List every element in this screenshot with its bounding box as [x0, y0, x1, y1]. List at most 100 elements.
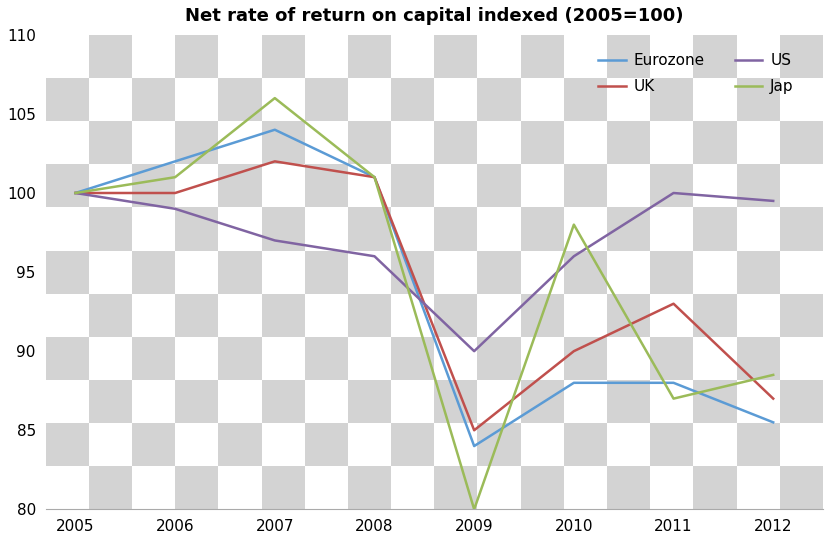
- Bar: [434, 466, 477, 509]
- Bar: [650, 250, 694, 294]
- Bar: [694, 207, 737, 250]
- Bar: [650, 35, 694, 78]
- Bar: [305, 380, 348, 423]
- Bar: [694, 466, 737, 509]
- Bar: [650, 164, 694, 207]
- Bar: [477, 164, 520, 207]
- Bar: [89, 466, 132, 509]
- Bar: [46, 294, 89, 337]
- Bar: [89, 337, 132, 380]
- Bar: [694, 380, 737, 423]
- Bar: [477, 337, 520, 380]
- Bar: [391, 294, 434, 337]
- Bar: [391, 78, 434, 121]
- Bar: [261, 466, 305, 509]
- Bar: [780, 207, 823, 250]
- Bar: [261, 164, 305, 207]
- Bar: [348, 337, 391, 380]
- Bar: [46, 78, 89, 121]
- Bar: [305, 337, 348, 380]
- Bar: [175, 121, 218, 164]
- Bar: [434, 294, 477, 337]
- Bar: [261, 380, 305, 423]
- Bar: [520, 250, 564, 294]
- Bar: [780, 78, 823, 121]
- Bar: [607, 35, 650, 78]
- Bar: [348, 78, 391, 121]
- Bar: [737, 164, 780, 207]
- Bar: [218, 337, 261, 380]
- Bar: [218, 78, 261, 121]
- Bar: [434, 207, 477, 250]
- Bar: [520, 35, 564, 78]
- Bar: [132, 164, 175, 207]
- Bar: [650, 78, 694, 121]
- Bar: [46, 121, 89, 164]
- Bar: [218, 250, 261, 294]
- Bar: [520, 164, 564, 207]
- Bar: [694, 121, 737, 164]
- Bar: [175, 78, 218, 121]
- Bar: [391, 164, 434, 207]
- Bar: [175, 466, 218, 509]
- Bar: [175, 207, 218, 250]
- Bar: [391, 466, 434, 509]
- Bar: [175, 423, 218, 466]
- Bar: [132, 294, 175, 337]
- Bar: [175, 250, 218, 294]
- Bar: [89, 164, 132, 207]
- Bar: [780, 294, 823, 337]
- Bar: [564, 466, 607, 509]
- Bar: [46, 35, 89, 78]
- Bar: [607, 78, 650, 121]
- Bar: [89, 380, 132, 423]
- Bar: [477, 78, 520, 121]
- Bar: [607, 466, 650, 509]
- Bar: [477, 121, 520, 164]
- Bar: [218, 164, 261, 207]
- Bar: [520, 207, 564, 250]
- Bar: [132, 35, 175, 78]
- Bar: [218, 294, 261, 337]
- Bar: [520, 121, 564, 164]
- Bar: [261, 35, 305, 78]
- Bar: [477, 466, 520, 509]
- Bar: [607, 423, 650, 466]
- Bar: [694, 78, 737, 121]
- Bar: [694, 294, 737, 337]
- Bar: [46, 380, 89, 423]
- Bar: [175, 337, 218, 380]
- Bar: [89, 78, 132, 121]
- Bar: [520, 423, 564, 466]
- Bar: [46, 164, 89, 207]
- Bar: [650, 423, 694, 466]
- Bar: [261, 337, 305, 380]
- Bar: [780, 466, 823, 509]
- Bar: [477, 207, 520, 250]
- Bar: [218, 121, 261, 164]
- Bar: [564, 294, 607, 337]
- Bar: [694, 35, 737, 78]
- Bar: [305, 423, 348, 466]
- Bar: [434, 164, 477, 207]
- Bar: [175, 294, 218, 337]
- Bar: [520, 380, 564, 423]
- Bar: [737, 35, 780, 78]
- Bar: [520, 466, 564, 509]
- Bar: [607, 380, 650, 423]
- Legend: Eurozone, UK, US, Jap: Eurozone, UK, US, Jap: [592, 47, 800, 100]
- Bar: [650, 380, 694, 423]
- Bar: [218, 466, 261, 509]
- Bar: [780, 35, 823, 78]
- Bar: [132, 207, 175, 250]
- Bar: [391, 250, 434, 294]
- Bar: [175, 380, 218, 423]
- Bar: [564, 78, 607, 121]
- Bar: [46, 423, 89, 466]
- Bar: [46, 466, 89, 509]
- Bar: [780, 380, 823, 423]
- Bar: [261, 423, 305, 466]
- Bar: [391, 207, 434, 250]
- Bar: [175, 35, 218, 78]
- Bar: [477, 250, 520, 294]
